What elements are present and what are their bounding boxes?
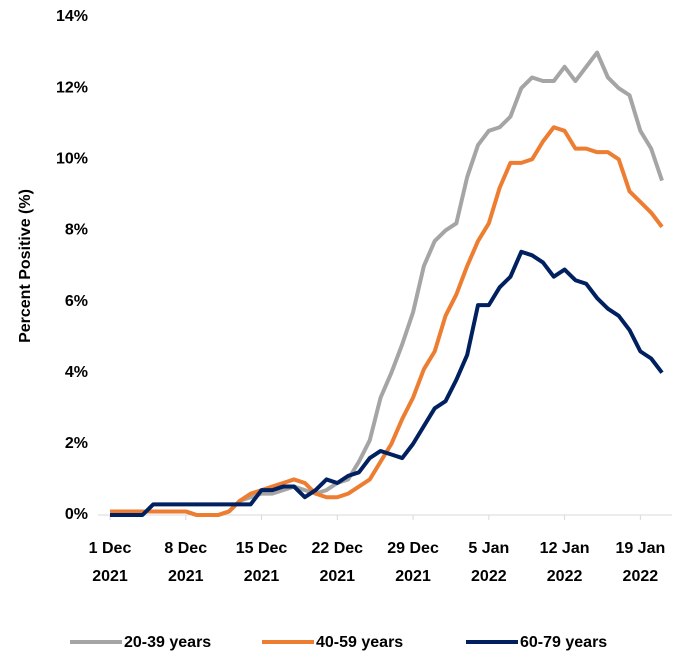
x-tick-label: 2022 [623, 568, 659, 585]
legend-label: 20-39 years [124, 634, 211, 651]
x-tick-label: 29 Dec [387, 540, 439, 557]
x-tick-label: 8 Dec [164, 540, 207, 557]
x-tick-label: 22 Dec [311, 540, 363, 557]
x-tick-label: 2021 [168, 568, 204, 585]
series-line [110, 125, 664, 517]
x-tick-label: 12 Jan [540, 540, 590, 557]
y-axis-label: Percent Positive (%) [17, 189, 34, 343]
y-tick-label: 2% [65, 435, 88, 452]
y-tick-label: 10% [56, 151, 88, 168]
series-line [110, 50, 664, 517]
legend-label: 60-79 years [520, 634, 607, 651]
x-tick-label: 15 Dec [236, 540, 288, 557]
x-tick-label: 1 Dec [89, 540, 132, 557]
x-tick-label: 2021 [395, 568, 431, 585]
legend-label: 40-59 years [316, 634, 403, 651]
x-tick-label: 2021 [319, 568, 355, 585]
y-tick-label: 0% [65, 506, 88, 523]
y-tick-label: 4% [65, 364, 88, 381]
series-line [110, 249, 664, 517]
y-tick-label: 8% [65, 222, 88, 239]
y-tick-label: 6% [65, 293, 88, 310]
x-tick-label: 2022 [547, 568, 583, 585]
x-tick-label: 2021 [244, 568, 280, 585]
x-tick-label: 19 Jan [615, 540, 665, 557]
y-tick-label: 12% [56, 79, 88, 96]
x-tick-label: 2022 [471, 568, 507, 585]
x-tick-label: 2021 [92, 568, 128, 585]
y-tick-label: 14% [56, 8, 88, 25]
x-tick-label: 5 Jan [468, 540, 509, 557]
